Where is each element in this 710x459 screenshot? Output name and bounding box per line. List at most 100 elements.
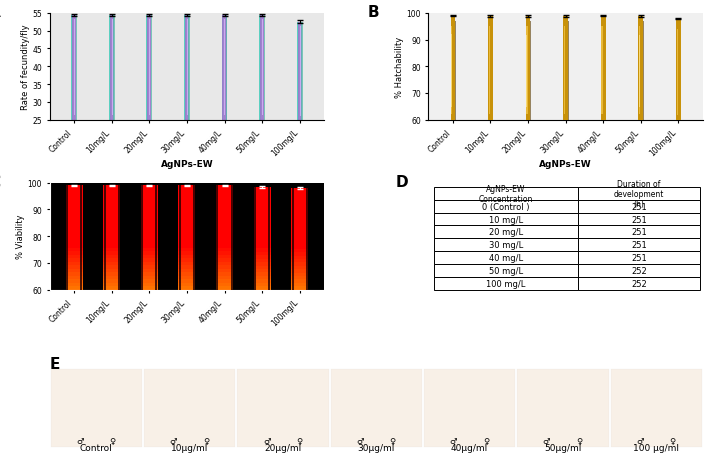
Bar [492,22,493,120]
Bar [291,280,308,283]
Text: D: D [395,175,408,190]
Bar [141,283,158,286]
Bar [291,212,308,216]
Bar [103,235,120,238]
Bar [525,17,530,120]
Text: ♀: ♀ [483,437,489,445]
Bar [291,202,308,206]
Bar [103,280,120,283]
Bar [141,273,158,276]
Bar [178,224,195,228]
Bar [226,16,227,120]
Bar [291,216,308,219]
Bar [578,239,700,252]
Bar [103,248,120,252]
Bar [155,186,158,290]
Bar [178,262,195,266]
Bar [141,231,158,235]
Bar [291,286,308,290]
Bar [253,204,271,208]
Bar [253,246,271,249]
Bar [216,224,233,228]
Bar [66,238,82,241]
Text: ♀: ♀ [203,437,209,445]
Bar [66,203,82,207]
Bar [253,194,271,197]
Text: ♀: ♀ [577,437,582,445]
Bar [141,210,158,214]
Bar [103,228,120,231]
Bar [639,27,640,115]
Bar [253,276,271,280]
Bar [141,266,158,269]
Bar [66,280,82,283]
Bar [292,189,294,290]
FancyBboxPatch shape [424,369,515,447]
Bar [66,210,82,214]
FancyBboxPatch shape [144,369,236,447]
Bar [291,246,308,249]
Bar [103,203,120,207]
Bar [291,199,308,202]
Bar [216,193,233,196]
Bar [291,243,308,246]
Bar [141,280,158,283]
Bar [253,266,271,269]
Bar [253,232,271,235]
Bar [104,186,106,290]
Bar [216,231,233,235]
Bar [141,186,143,290]
Text: 50 mg/L: 50 mg/L [488,266,523,275]
Bar [109,16,111,120]
Bar [66,200,82,203]
Bar [178,214,195,217]
Bar [578,188,700,201]
Bar [216,255,233,259]
Bar [178,228,195,231]
Bar [141,255,158,259]
Bar [253,256,271,259]
Text: ♀: ♀ [109,437,116,445]
Bar [141,228,158,231]
Bar [66,252,82,255]
Bar [103,210,120,214]
Bar [253,225,271,229]
Bar [530,22,531,120]
Bar [178,241,195,245]
Bar [578,226,700,239]
Bar [66,241,82,245]
Bar [564,27,565,115]
Bar [216,259,233,262]
Bar [66,207,82,210]
Text: 100 μg/ml: 100 μg/ml [633,443,679,453]
Bar [178,203,195,207]
Bar [253,201,271,204]
Bar [231,186,233,290]
Bar [141,259,158,262]
Bar [216,210,233,214]
Text: 100 mg/L: 100 mg/L [486,279,525,288]
Bar [178,231,195,235]
Bar [103,238,120,241]
Bar [103,193,120,196]
Text: 251: 251 [631,215,647,224]
Text: ♂: ♂ [543,437,550,445]
Bar [66,273,82,276]
Bar [141,186,158,190]
Bar [291,196,308,199]
Bar [216,214,233,217]
Bar [178,186,195,190]
Bar [178,245,195,248]
Bar [216,217,233,221]
Bar [184,16,186,120]
Bar [66,266,82,269]
Bar [66,255,82,259]
Bar [253,187,271,191]
Bar [66,221,82,224]
Bar [216,221,233,224]
Bar [66,248,82,252]
Bar [66,228,82,231]
Bar [291,236,308,239]
Bar [66,224,82,228]
Bar [434,213,578,226]
